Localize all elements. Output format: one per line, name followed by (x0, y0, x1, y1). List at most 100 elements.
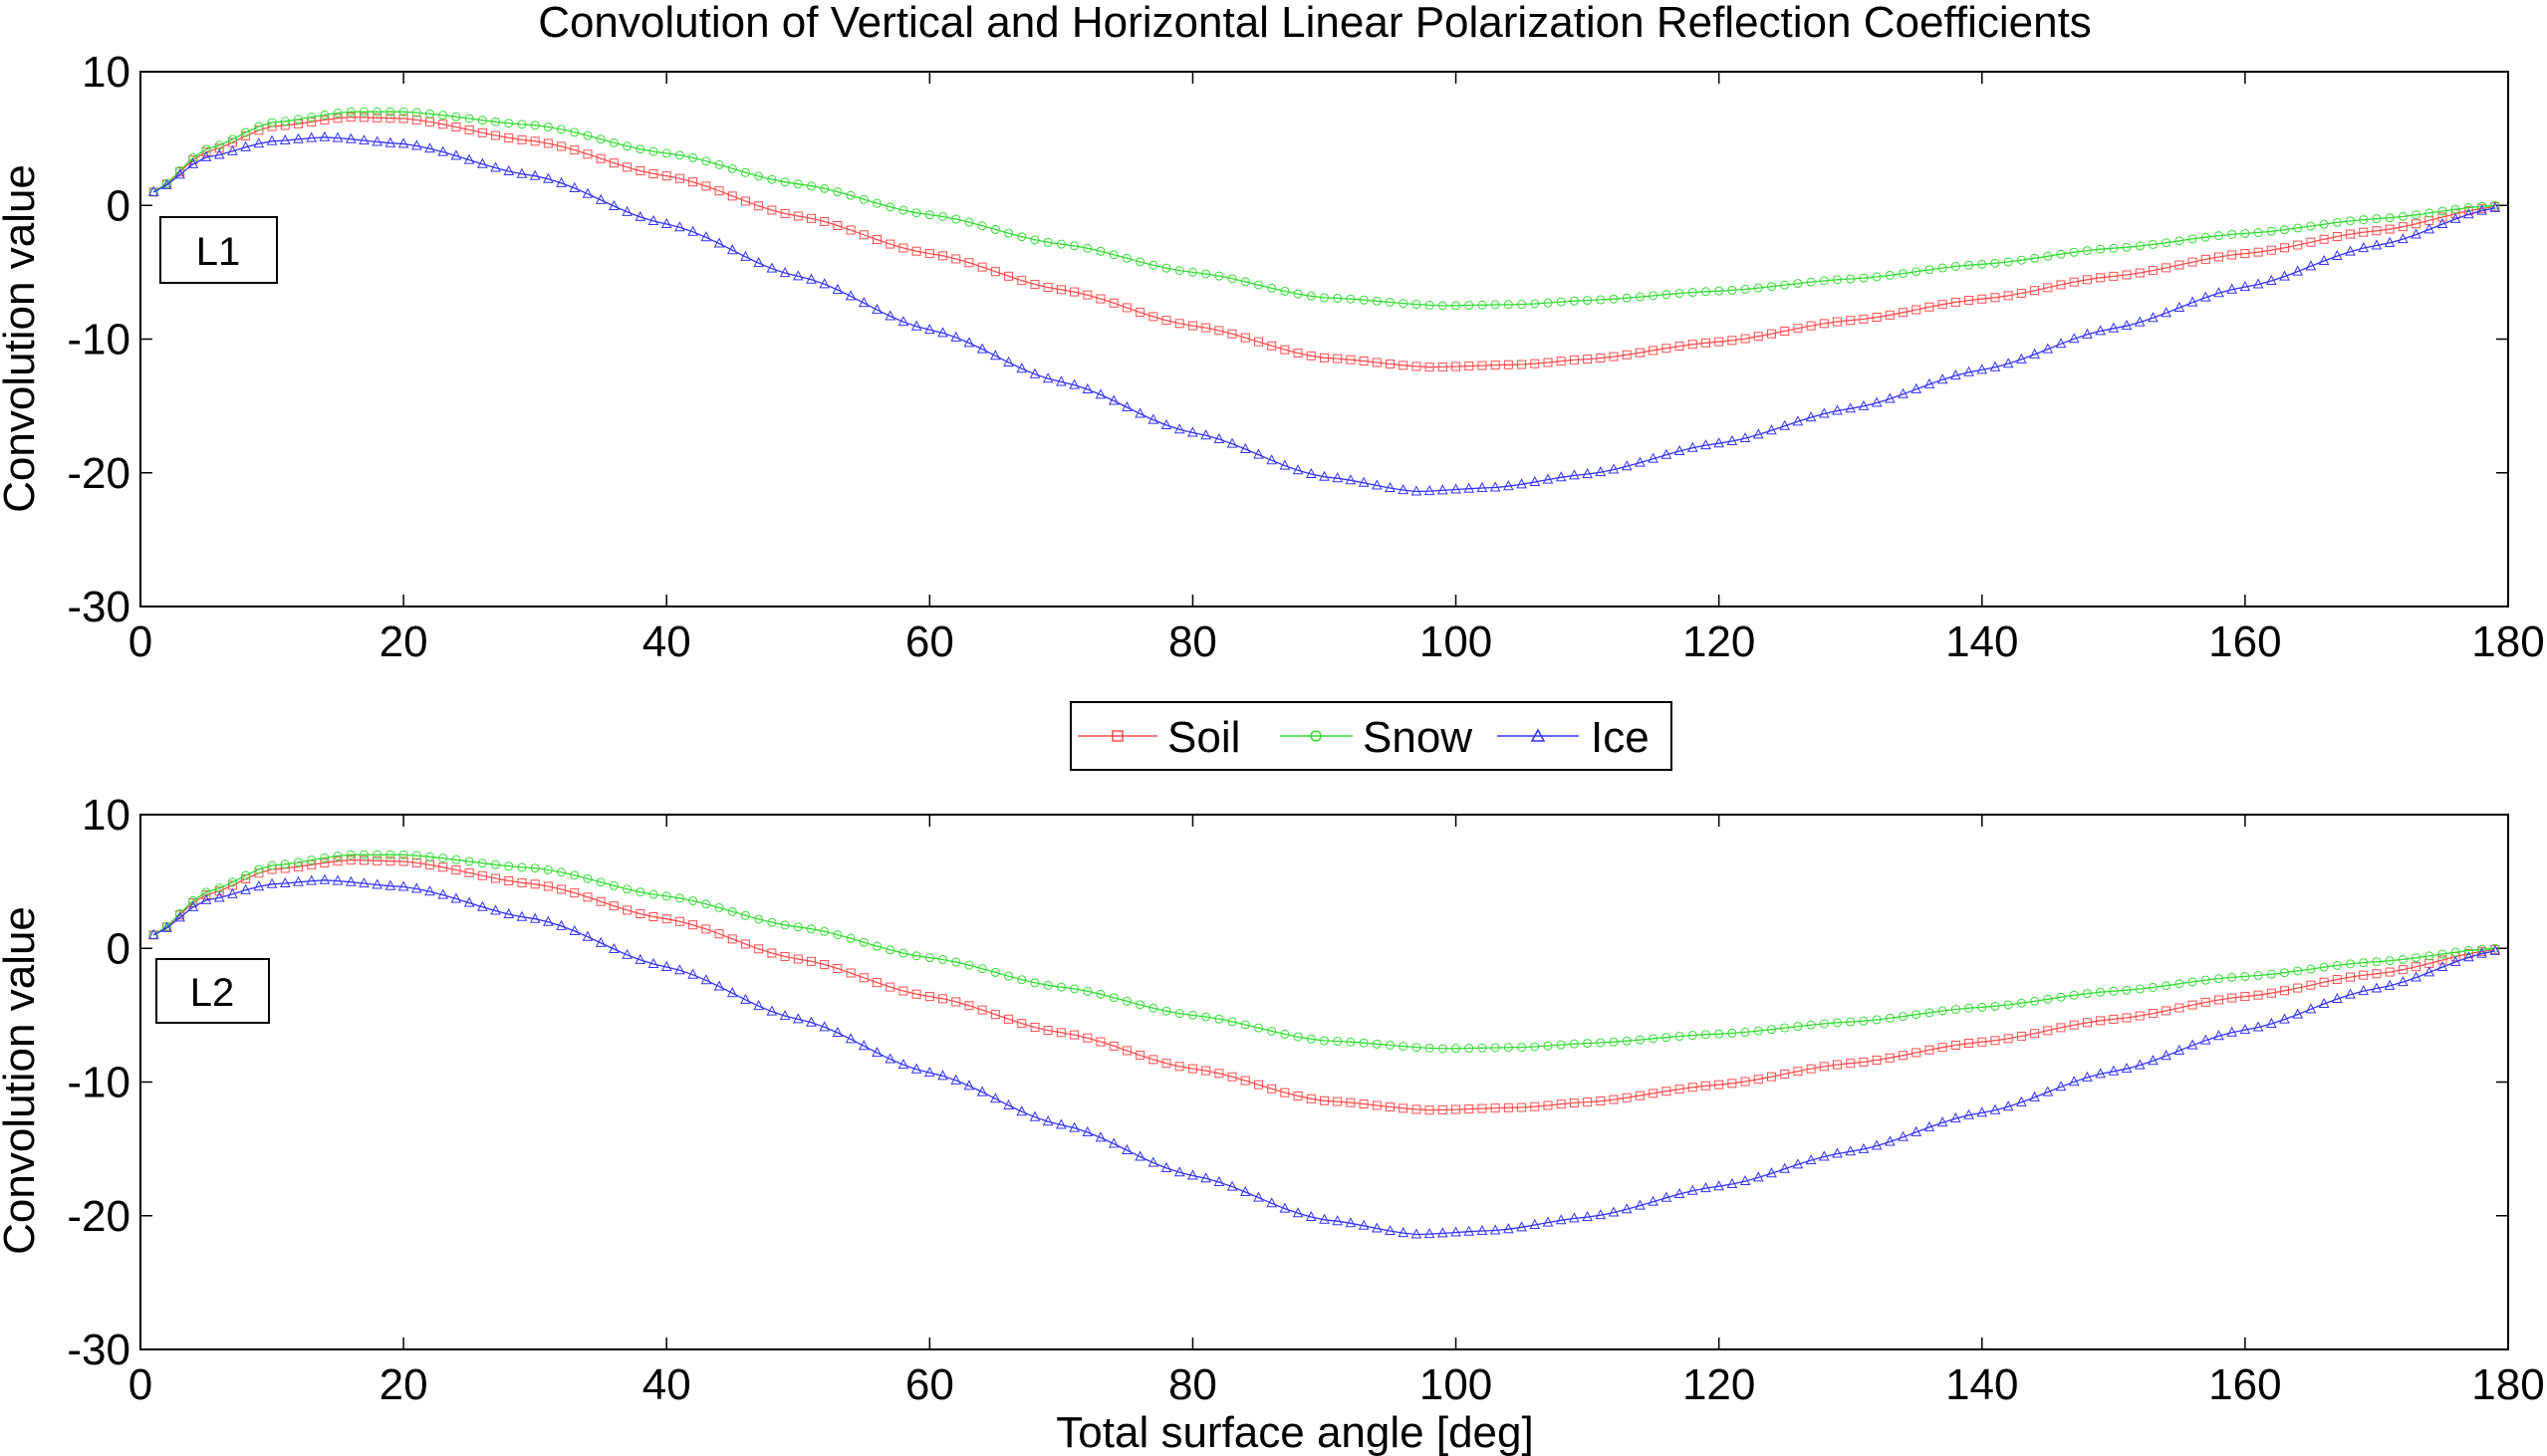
l2-ice-point (1542, 1216, 1554, 1227)
l1-ice-point (1976, 364, 1988, 374)
l2-ice-point (1108, 1137, 1120, 1148)
l1-soil-point (2437, 212, 2447, 222)
l1-snow-point (241, 127, 251, 137)
l1-ice-point (674, 221, 685, 232)
l1-snow-point (2463, 203, 2473, 213)
l1-ice-point (1226, 437, 1238, 448)
l1-soil-point (464, 124, 474, 134)
l2-ice-point (174, 911, 185, 922)
l1-soil-point (543, 138, 553, 148)
l1-snow-point (1899, 269, 1909, 279)
l2-xtick-label: 40 (642, 1360, 691, 1409)
l2-soil-point (1766, 1072, 1776, 1082)
l1-soil-point (1399, 361, 1408, 370)
l1-snow-point (1056, 239, 1066, 249)
l2-soil-point (1017, 1019, 1027, 1029)
l1-ice-point (1437, 484, 1448, 495)
l2-ice-point (1082, 1125, 1094, 1136)
l2-snow-point (2043, 994, 2053, 1004)
l2-soil-point (1240, 1076, 1250, 1086)
l2-snow-point (780, 920, 790, 930)
l1-snow-point (1833, 275, 1843, 285)
l1-snow-point (504, 119, 514, 128)
l1-ice-point (1069, 378, 1080, 389)
figure-title: Convolution of Vertical and Horizontal L… (538, 0, 2092, 47)
l1-soil-point (740, 196, 750, 206)
l1-soil-point (1687, 340, 1697, 350)
l2-soil-point (398, 856, 408, 866)
l1-snow-point (1727, 285, 1737, 295)
l1-snow-point (1950, 262, 1960, 272)
l2-soil-point (1609, 1094, 1619, 1104)
l2-soil-point (1253, 1080, 1263, 1090)
l2-ice-point (1910, 1125, 1922, 1136)
panel-l1-ylabel: Convolution value (0, 164, 44, 513)
l1-ice-point (1752, 428, 1764, 439)
l1-soil-point (1885, 310, 1895, 320)
l1-soil-point (214, 143, 224, 153)
l1-soil-point (820, 217, 830, 227)
l2-soil-point (583, 892, 593, 902)
l2-ice-point (1345, 1217, 1357, 1228)
l1-soil-point (583, 149, 593, 159)
l1-ice-point (806, 273, 817, 284)
l2-soil-point (2016, 1031, 2026, 1041)
l2-soil-point (1569, 1097, 1579, 1107)
l1-snow-point (398, 107, 408, 117)
l2-ice-point (858, 1040, 870, 1051)
panel-l2-ticks (139, 814, 2509, 1350)
l1-soil-point (2266, 245, 2276, 255)
l1-ice-point (1239, 442, 1251, 453)
l1-ice-point (2436, 217, 2448, 229)
l1-snow-point (873, 198, 883, 208)
l1-soil-point (1253, 337, 1263, 347)
l1-snow-point (886, 202, 895, 212)
l1-snow-point (740, 167, 750, 177)
l2-soil-point (1083, 1033, 1093, 1043)
l2-soil-point (833, 964, 843, 974)
l2-ice-point (2252, 1021, 2264, 1032)
l2-ice-point (726, 987, 738, 998)
l2-soil-point (1780, 1069, 1790, 1079)
l2-ice-point (1673, 1187, 1685, 1199)
l1-snow-point (674, 150, 684, 160)
l1-soil-point (924, 249, 934, 259)
l1-soil-point (1964, 296, 1974, 306)
l2-ytick-label: -20 (67, 1192, 130, 1241)
l1-soil-point (1846, 316, 1856, 326)
l2-snow-point (1399, 1042, 1408, 1052)
l2-soil-point (727, 934, 737, 944)
l2-ice-point (806, 1016, 817, 1027)
l2-ice-point (1003, 1098, 1014, 1109)
l1-snow-point (2437, 206, 2447, 216)
l2-snow-point (1964, 1003, 1974, 1013)
l2-ice-point (740, 993, 751, 1004)
legend-snow-label: Snow (1363, 713, 1472, 762)
l2-snow-point (1293, 1032, 1303, 1042)
l2-snow-point (346, 849, 356, 859)
l1-ice-point (1398, 484, 1409, 495)
l2-snow-point (806, 924, 816, 934)
l2-ice-point (924, 1067, 935, 1078)
l2-snow-point (1530, 1042, 1540, 1052)
l2-soil-point (517, 877, 527, 887)
l1-soil-point (990, 267, 1000, 277)
l2-ice-point (1792, 1158, 1804, 1169)
l2-snow-point (1004, 971, 1014, 981)
l1-soil-point (1227, 329, 1237, 339)
l2-ice-point (1871, 1139, 1883, 1150)
l1-soil-point (1622, 350, 1632, 360)
l1-soil-point (438, 120, 448, 129)
l2-soil-point (2412, 962, 2421, 972)
l1-ice-point (1450, 483, 1461, 494)
l1-soil-point (1386, 359, 1396, 368)
l2-snow-point (517, 862, 527, 872)
l2-xtick-label: 120 (1682, 1360, 1755, 1409)
l1-soil-point (2069, 277, 2079, 287)
l2-soil-point (1056, 1028, 1066, 1038)
l1-soil-point (1674, 342, 1684, 352)
l2-ice-point (2121, 1063, 2133, 1074)
l2-soil-point (1687, 1083, 1697, 1092)
l1-snow-point (898, 205, 908, 215)
l1-ice-point (740, 250, 751, 261)
